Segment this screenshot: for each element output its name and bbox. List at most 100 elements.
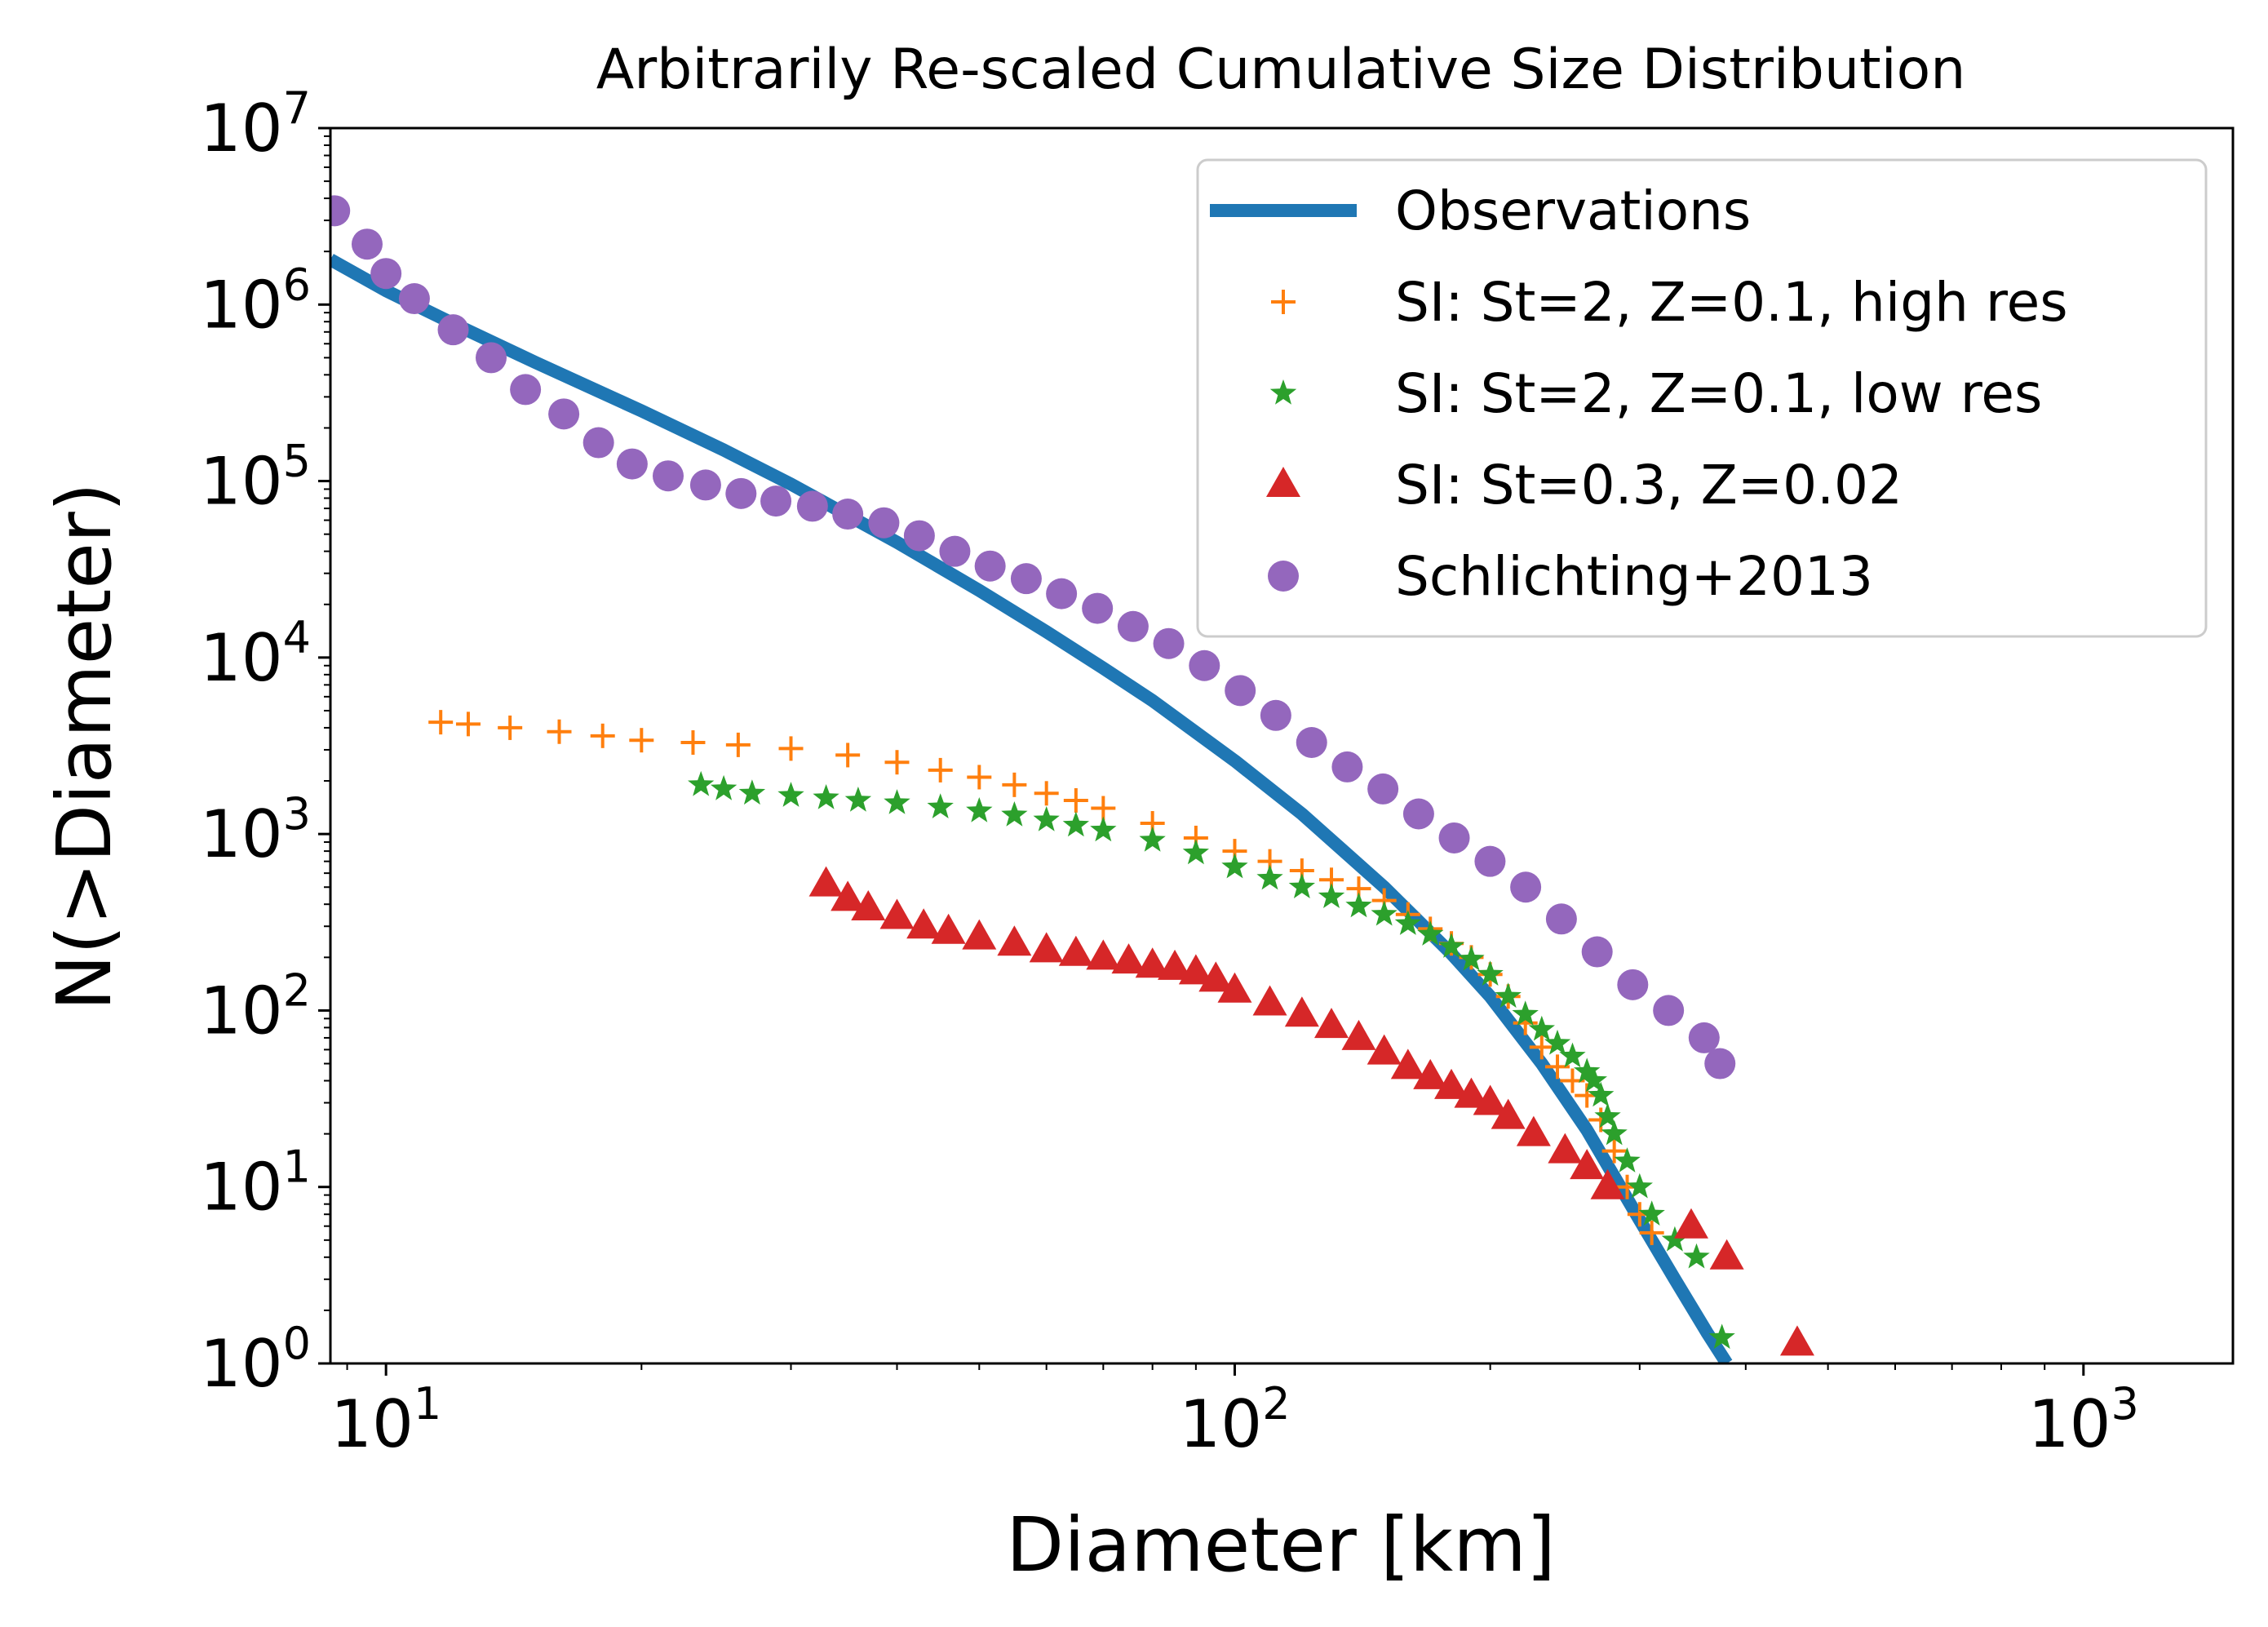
circle-point: [1367, 773, 1399, 805]
star-point: [1221, 853, 1248, 879]
circle-point: [1704, 1048, 1736, 1079]
circle-point: [760, 485, 792, 517]
circle-point: [1331, 751, 1363, 782]
y-tick-base: 10: [200, 1326, 283, 1402]
plus-point: [884, 750, 910, 775]
triangle-point: [962, 919, 997, 950]
plus-point: [725, 732, 751, 757]
plus-point: [928, 757, 953, 782]
triangle-point: [851, 890, 886, 921]
y-axis-label: N(>Diameter): [41, 482, 128, 1010]
star-point: [927, 793, 954, 818]
star-point: [1601, 1119, 1628, 1146]
circle-point: [652, 460, 684, 492]
star-point: [688, 770, 715, 796]
plus-point: [547, 719, 572, 744]
y-tick-base: 10: [200, 796, 283, 872]
circle-point: [548, 398, 580, 430]
circle-point: [1474, 845, 1506, 877]
y-tick-base: 10: [200, 444, 283, 520]
y-tick-label: 107: [200, 82, 311, 166]
star-point: [1661, 1226, 1689, 1252]
series-layer: [330, 195, 1814, 1363]
star-point: [1574, 1057, 1601, 1084]
x-tick-base: 10: [2028, 1386, 2111, 1462]
x-tick-label: 102: [1179, 1378, 1290, 1462]
circle-point: [1225, 675, 1256, 707]
observations-line: [330, 254, 1733, 1363]
y-tick-base: 10: [200, 620, 283, 696]
circle-point: [1617, 969, 1649, 1000]
y-tick-label: 100: [200, 1318, 311, 1402]
triangle-point: [1111, 943, 1146, 974]
plus-point: [967, 765, 992, 790]
x-tick-exponent: 2: [1262, 1378, 1290, 1430]
legend-label: Schlichting+2013: [1395, 545, 1873, 608]
legend-circle-swatch: [1268, 561, 1299, 592]
plus-point: [1639, 1220, 1664, 1245]
star-point: [1683, 1243, 1710, 1269]
plus-point: [1529, 1035, 1554, 1060]
plus-point: [428, 710, 454, 735]
x-tick-exponent: 3: [2111, 1378, 2139, 1430]
star-point: [1638, 1200, 1665, 1226]
legend-label: SI: St=2, Z=0.1, low res: [1395, 362, 2042, 425]
legend-label: Observations: [1395, 180, 1751, 242]
circle-point: [1189, 649, 1220, 681]
triangle-point: [1086, 939, 1121, 970]
star-point: [1062, 811, 1089, 837]
circle-point: [1010, 563, 1042, 595]
star-point: [1477, 960, 1504, 986]
triangle-point: [808, 866, 844, 897]
triangle-point: [1135, 947, 1170, 978]
circle-point: [510, 374, 542, 406]
circle-point: [1545, 903, 1577, 935]
y-tick-label: 101: [200, 1142, 311, 1226]
star-point: [1256, 864, 1283, 890]
x-tick-label: 103: [2028, 1378, 2139, 1462]
plus-point: [455, 712, 481, 737]
circle-point: [1117, 610, 1149, 642]
triangle-point: [1548, 1133, 1583, 1164]
series-circle: [330, 195, 1736, 1079]
plus-point: [498, 715, 523, 740]
triangle-point: [1367, 1034, 1402, 1065]
plus-point: [1063, 787, 1088, 813]
circle-point: [1296, 726, 1327, 758]
star-point: [1458, 945, 1485, 971]
plus-point: [1091, 796, 1116, 821]
plus-point: [835, 743, 861, 768]
y-tick-exponent: 5: [283, 436, 311, 487]
circle-point: [1653, 995, 1685, 1026]
circle-point: [437, 314, 469, 346]
triangle-point: [1454, 1077, 1489, 1108]
plus-point: [1034, 781, 1059, 806]
triangle-point: [879, 898, 915, 929]
star-point: [738, 779, 766, 805]
y-tick-exponent: 7: [283, 82, 311, 134]
circle-point: [1581, 936, 1613, 968]
circle-point: [868, 507, 900, 539]
legend: Observations SI: St=2, Z=0.1, high res SI:…: [1196, 158, 2208, 638]
triangle-point: [1673, 1208, 1708, 1239]
star-point: [1708, 1323, 1735, 1350]
star-point: [844, 787, 872, 812]
y-tick-exponent: 4: [283, 612, 311, 663]
triangle-point: [1178, 954, 1213, 985]
plus-point: [778, 736, 804, 761]
y-tick-base: 10: [200, 973, 283, 1048]
circle-point: [796, 490, 828, 522]
star-point: [1345, 892, 1372, 918]
circle-point: [725, 477, 757, 509]
triangle-point: [1709, 1239, 1744, 1270]
circle-point: [370, 258, 402, 290]
y-tick-exponent: 2: [283, 964, 311, 1016]
star-point: [1417, 920, 1444, 946]
plus-point: [1002, 772, 1027, 797]
star-point: [1288, 873, 1315, 898]
legend-triangle-swatch: [1266, 467, 1300, 497]
plus-point: [1601, 1138, 1627, 1164]
triangle-point: [1516, 1115, 1551, 1146]
series-star: [688, 770, 1735, 1350]
